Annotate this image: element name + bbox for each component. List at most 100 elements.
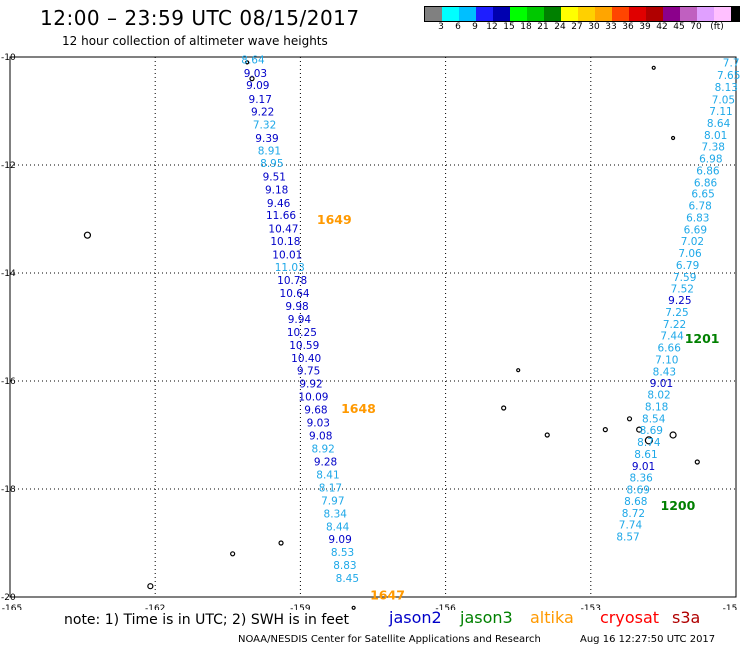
x-tick-label: -159: [290, 604, 311, 610]
wave-height-value: 8.72: [622, 508, 645, 520]
wave-height-value: 9.51: [263, 171, 286, 183]
wave-height-value: 8.61: [634, 449, 657, 461]
wave-height-value: 7.32: [253, 120, 276, 132]
wave-height-value: 8.69: [640, 425, 663, 437]
map-subtitle: 12 hour collection of altimeter wave hei…: [62, 34, 328, 48]
wave-height-value: 6.66: [658, 343, 682, 355]
wave-height-value: 9.01: [632, 461, 655, 473]
wave-height-value: 7.65: [717, 70, 740, 82]
wave-height-value: 9.25: [668, 295, 691, 307]
axis-tick-labels: -165 -162 -159 -156 -153 -15 -10 -12 -14 -16 -18 -2…: [1, 53, 737, 610]
pass-time-label: 1649: [317, 212, 352, 227]
wave-height-value: 8.17: [319, 482, 342, 494]
color-scale-label: 3: [438, 22, 444, 32]
wave-height-value: 10.47: [268, 224, 298, 236]
island-outline: [669, 431, 677, 439]
wave-height-value: 8.68: [624, 496, 647, 508]
wave-height-value: 10.64: [280, 288, 310, 300]
color-swatch: [578, 7, 595, 21]
island-outline: [278, 540, 284, 546]
y-tick-label: -12: [1, 161, 16, 171]
color-swatch: [510, 7, 527, 21]
color-scale-label: 42: [656, 22, 668, 32]
y-tick-label: -18: [1, 485, 16, 495]
y-tick-label: -10: [1, 53, 16, 63]
satellite-tracks: 8.649.039.099.179.227.329.398.918.959.51…: [241, 55, 740, 585]
wave-height-value: 7.52: [671, 284, 694, 296]
wave-height-value: 9.98: [285, 301, 308, 313]
generated-timestamp: Aug 16 12:27:50 UTC 2017: [580, 634, 716, 645]
wave-height-value: 11.03: [275, 262, 305, 274]
wave-height-value: 8.36: [629, 473, 653, 485]
wave-height-value: 7.11: [709, 106, 732, 118]
island-outline: [544, 432, 550, 438]
color-scale-label: 12: [486, 22, 498, 32]
island-outline: [230, 551, 236, 557]
color-swatch: [527, 7, 544, 21]
wave-height-value: 6.98: [699, 154, 722, 166]
wave-height-value: 6.86: [696, 165, 720, 177]
wave-height-value: 6.79: [676, 260, 699, 272]
color-swatch: [595, 7, 612, 21]
wave-height-value: 9.08: [309, 431, 332, 443]
island-outline: [245, 60, 250, 65]
island-outline: [83, 231, 92, 239]
wave-height-value: 8.69: [627, 485, 650, 497]
legend-jason2: jason2: [389, 608, 442, 627]
footer-note: note: 1) Time is in UTC; 2) SWH is in fe…: [64, 612, 350, 628]
graticule: [10, 57, 736, 597]
wave-height-value: 8.91: [258, 145, 281, 157]
wave-height-value: 10.25: [287, 327, 317, 339]
island-outline: [249, 75, 255, 82]
wave-height-value: 8.74: [637, 437, 661, 449]
x-tick-label: -15: [723, 604, 738, 610]
wave-height-value: 6.78: [688, 201, 711, 213]
map-frame: [9, 56, 737, 598]
wave-height-value: 9.09: [328, 534, 351, 546]
wave-height-value: 8.13: [715, 82, 738, 94]
color-swatch: [425, 7, 442, 21]
wave-height-value: 8.18: [645, 401, 668, 413]
island-outline: [644, 436, 653, 445]
color-swatch: [612, 7, 629, 21]
island-outline: [694, 459, 700, 465]
color-scale-label: 33: [605, 22, 617, 32]
map-title: 12:00 – 23:59 UTC 08/15/2017: [40, 6, 360, 30]
color-scale-label: 24: [554, 22, 566, 32]
wave-height-value: 8.53: [331, 547, 354, 559]
wave-height-value: 7.74: [619, 520, 643, 532]
wave-height-map: -165 -162 -159 -156 -153 -15 -10 -12 -14 -16 -18 -2…: [1, 53, 740, 610]
pass-time-label: 1200: [661, 498, 696, 513]
credit-text: NOAA/NESDIS Center for Satellite Applica…: [238, 634, 541, 645]
wave-height-value: 7.06: [678, 248, 702, 260]
island-outline: [147, 583, 154, 590]
wave-height-value: 8.02: [647, 390, 670, 402]
color-swatch: [663, 7, 680, 21]
wave-height-value: 7.7: [723, 57, 740, 69]
color-scale-label: 39: [639, 22, 651, 32]
island-outline: [351, 605, 356, 610]
time-labels: 16491648164712011200120: [317, 212, 720, 602]
island-outline: [602, 427, 608, 433]
x-tick-label: -156: [435, 604, 456, 610]
wave-height-value: 7.05: [712, 95, 735, 107]
wave-height-value: 9.92: [299, 379, 322, 391]
color-swatch: [459, 7, 476, 21]
color-swatch: [544, 7, 561, 21]
color-scale-label: 15: [503, 22, 515, 32]
wave-height-value: 8.41: [316, 469, 339, 481]
wave-height-value: 8.43: [653, 366, 676, 378]
wave-height-value: 8.64: [707, 118, 731, 130]
wave-height-value: 6.69: [684, 224, 707, 236]
wave-height-value: 6.86: [694, 177, 718, 189]
wave-height-value: 8.34: [324, 508, 348, 520]
wave-height-value: 6.83: [686, 212, 709, 224]
color-swatch: [680, 7, 697, 21]
color-swatch: [697, 7, 714, 21]
color-scale-labels: 3 6 9 12 15 18 21 24 27 30 33 36 39 42 45 70 (ft): [424, 22, 740, 36]
color-swatch: [731, 7, 740, 21]
wave-height-value: 9.39: [255, 133, 278, 145]
wave-height-value: 7.59: [673, 272, 696, 284]
wave-height-value: 9.22: [251, 107, 274, 119]
color-scale-label: 9: [472, 22, 478, 32]
